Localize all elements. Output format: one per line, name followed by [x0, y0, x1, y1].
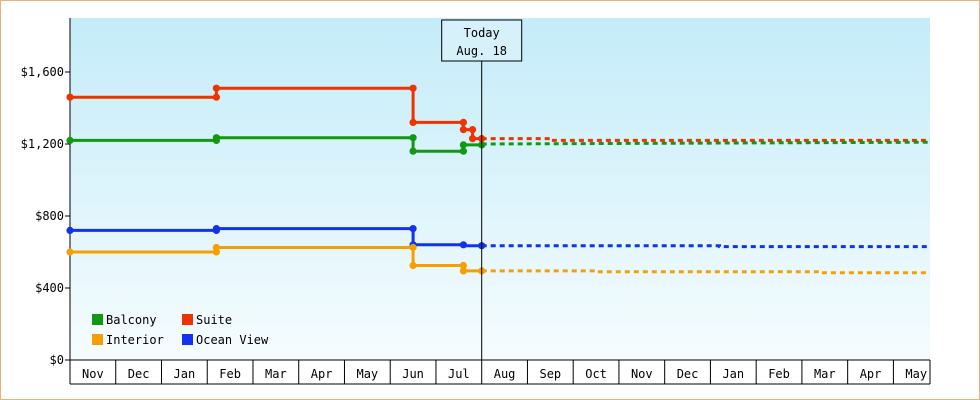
x-tick-label: Dec — [677, 367, 699, 381]
today-label: Today — [464, 26, 500, 40]
x-tick-label: May — [905, 367, 927, 381]
legend-label-ocean-view: Ocean View — [196, 333, 269, 347]
today-date-label: Aug. 18 — [456, 44, 507, 58]
x-tick-label: Mar — [265, 367, 287, 381]
series-suite-point — [468, 126, 477, 134]
series-suite-point — [409, 84, 417, 92]
series-ocean-view-point — [409, 225, 417, 233]
x-tick-label: Apr — [860, 367, 882, 381]
series-ocean-view-point — [66, 226, 74, 234]
series-suite-line — [70, 86, 482, 141]
series-balcony-point — [409, 147, 417, 155]
series-ocean-view-point — [459, 241, 468, 249]
series-balcony-point — [409, 134, 417, 142]
plot-area — [70, 18, 930, 360]
x-tick-label: Nov — [631, 367, 653, 381]
series-suite-point — [66, 93, 74, 101]
series-interior-point — [66, 248, 74, 256]
x-tick-label: Jan — [722, 367, 744, 381]
series-suite-point — [409, 118, 417, 126]
series-ocean-view-point — [212, 225, 220, 233]
legend-swatch-interior — [92, 334, 103, 345]
legend-label-balcony: Balcony — [106, 313, 157, 327]
legend-label-suite: Suite — [196, 313, 232, 327]
y-tick-label: $400 — [35, 281, 64, 295]
x-tick-label: Apr — [311, 367, 333, 381]
x-tick-label: Jan — [174, 367, 196, 381]
series-interior-point — [409, 261, 417, 270]
legend-swatch-suite — [182, 314, 193, 325]
series-interior-point — [409, 243, 417, 252]
y-tick-label: $1,600 — [21, 65, 64, 79]
series-interior-forecast-line — [481, 269, 930, 275]
x-tick-label: Feb — [219, 367, 241, 381]
x-tick-label: Dec — [128, 367, 150, 381]
series-balcony-point — [66, 136, 74, 144]
series-balcony-point — [459, 141, 468, 149]
legend-swatch-ocean-view — [182, 334, 193, 345]
series-balcony-point — [459, 147, 468, 155]
series-suite-point — [459, 126, 468, 134]
series-balcony-forecast-line — [481, 140, 931, 146]
series-suite-point — [212, 93, 220, 101]
y-tick-label: $0 — [50, 353, 64, 367]
series-ocean-view-forecast-line — [481, 244, 930, 249]
x-tick-label: Aug — [494, 367, 516, 381]
x-tick-label: Mar — [814, 367, 836, 381]
series-suite-point — [468, 135, 477, 143]
series-interior-point — [459, 267, 468, 275]
x-tick-label: Nov — [82, 367, 104, 381]
series-interior-point — [459, 261, 468, 270]
y-tick-label: $800 — [35, 209, 64, 223]
series-suite-point — [212, 84, 220, 92]
x-tick-label: Oct — [585, 367, 607, 381]
x-tick-label: Sep — [539, 367, 561, 381]
series-balcony-point — [212, 134, 220, 142]
series-suite-point — [459, 118, 468, 126]
series-interior-point — [212, 243, 220, 252]
x-tick-label: Jun — [402, 367, 424, 381]
x-tick-label: Feb — [768, 367, 790, 381]
legend-swatch-balcony — [92, 314, 103, 325]
x-tick-label: Jul — [448, 367, 470, 381]
y-tick-label: $1,200 — [21, 137, 64, 151]
legend-label-interior: Interior — [106, 333, 164, 347]
today-label-box — [441, 19, 523, 62]
x-tick-label: May — [356, 367, 378, 381]
